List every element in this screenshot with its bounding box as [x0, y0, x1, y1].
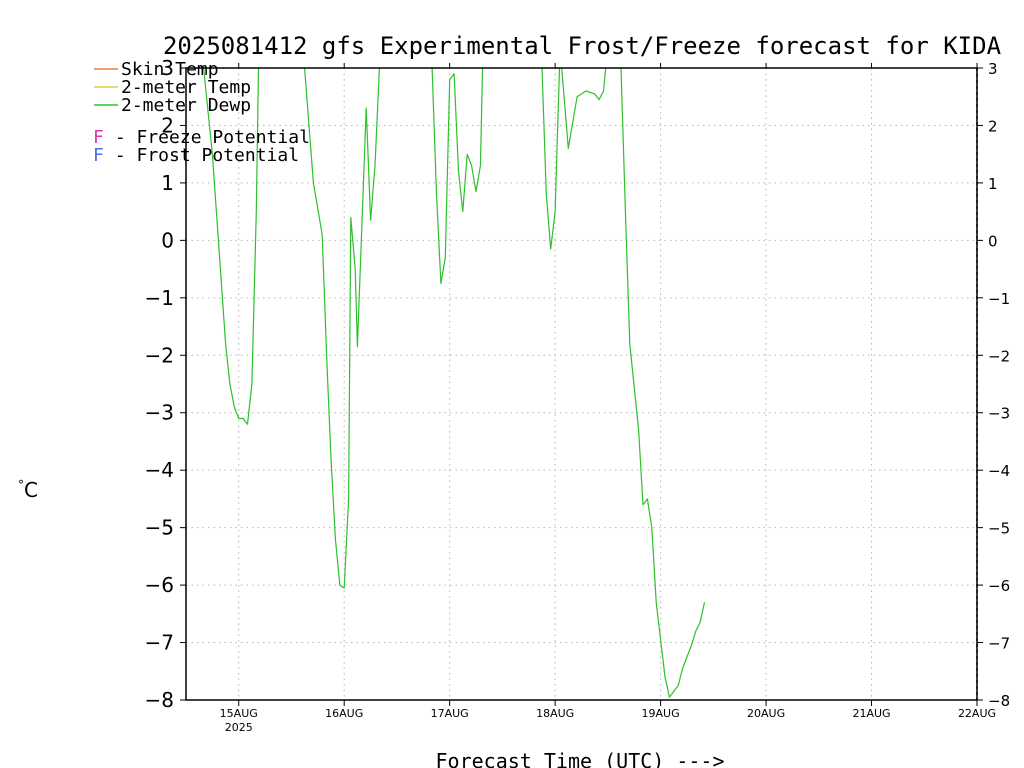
dewpoint-series — [203, 67, 706, 698]
legend-label: Skin Temp — [121, 59, 219, 80]
y-axis-label: °C — [18, 478, 38, 502]
y-tick-label: −2 — [145, 343, 174, 367]
y-tick-label-right: −1 — [988, 290, 1010, 308]
series-line-dewp-1 — [304, 67, 380, 589]
x-tick-label: 19AUG — [642, 707, 680, 720]
y-tick-label-right: −8 — [988, 692, 1010, 710]
y-tick-label: −5 — [145, 516, 174, 540]
y-tick-label-right: 2 — [988, 117, 998, 135]
x-tick-label: 20AUG — [747, 707, 785, 720]
y-tick-label-right: 3 — [988, 60, 998, 78]
plot-frame — [185, 67, 978, 701]
y-tick-label: −6 — [145, 573, 174, 597]
y-axis-ticks: 3 3 2 2 1 1 0 0 −1 −1 −2 −2 −3 −3 −4 −4 −5 −5 −6 −6 −7 −7 −8 −8 — [145, 56, 1011, 712]
chart-title: 2025081412 gfs Experimental Frost/Freeze… — [163, 32, 1002, 60]
y-tick-label: −7 — [145, 631, 174, 655]
x-tick-label: 17AUG — [431, 707, 469, 720]
y-tick-label-right: −7 — [988, 635, 1010, 653]
grid-lines — [186, 68, 977, 700]
y-tick-label: 2 — [161, 113, 174, 137]
y-tick-label: 0 — [161, 228, 174, 252]
unit-letter: C — [24, 478, 38, 502]
y-tick-label-right: −2 — [988, 347, 1010, 365]
legend-marker-text: - Freeze Potential — [104, 127, 310, 148]
legend-label: 2-meter Temp — [121, 77, 251, 98]
y-tick-label-right: −6 — [988, 577, 1010, 595]
x-tick-label: 22AUG — [958, 707, 996, 720]
y-tick-label-right: −5 — [988, 520, 1010, 538]
series-line-dewp-4 — [561, 67, 607, 149]
x-axis-label: Forecast Time (UTC) ---> — [436, 749, 725, 768]
unit-degree: ° — [18, 478, 24, 492]
legend-marker-symbol: F — [93, 145, 104, 166]
x-tick-label: 21AUG — [852, 707, 890, 720]
series-line-dewp-5 — [620, 67, 706, 698]
x-tick-label: 16AUG — [325, 707, 363, 720]
y-tick-label: −8 — [145, 688, 174, 712]
series-line-dewp-3 — [541, 67, 561, 250]
y-tick-label: −3 — [145, 401, 174, 425]
legend-marker-symbol: F — [93, 127, 104, 148]
x-tick-label: 18AUG — [536, 707, 574, 720]
series-line-dewp-0 — [203, 67, 260, 425]
y-tick-label-right: 1 — [988, 175, 998, 193]
y-tick-label: −4 — [145, 458, 174, 482]
series-line-dewp-2 — [431, 67, 484, 285]
y-tick-label-right: −3 — [988, 405, 1010, 423]
y-tick-label: 1 — [161, 171, 174, 195]
y-tick-label-right: 0 — [988, 232, 998, 250]
x-tick-sublabel: 2025 — [225, 721, 253, 734]
y-tick-label-right: −4 — [988, 462, 1010, 480]
x-tick-label: 15AUG — [220, 707, 258, 720]
legend-marker-text: - Frost Potential — [104, 145, 299, 166]
y-tick-label: 3 — [161, 56, 174, 80]
y-tick-label: −1 — [145, 286, 174, 310]
legend-label: 2-meter Dewp — [121, 95, 251, 116]
